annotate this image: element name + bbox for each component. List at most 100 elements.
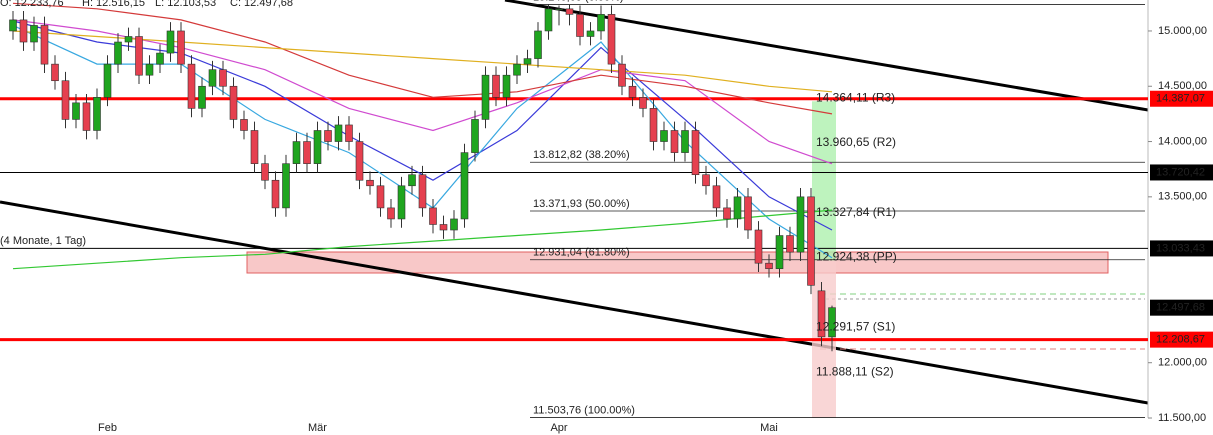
candle-body (628, 85, 637, 98)
candle-body (775, 235, 784, 270)
candle-body (145, 63, 154, 76)
candle-body (114, 41, 122, 65)
candle-body (313, 130, 322, 164)
candle-body (660, 130, 668, 142)
pivot-label: 13.327,84 (R1) (816, 205, 896, 219)
candle-body (786, 235, 794, 253)
candle-body (166, 30, 175, 54)
candle-body (250, 130, 259, 164)
pivot-label: 12.924,38 (PP) (816, 250, 897, 264)
candle-body (271, 179, 280, 209)
candle-body (681, 130, 689, 153)
candle-body (523, 58, 532, 65)
candle-body (670, 130, 679, 153)
candle-body (639, 97, 647, 109)
candle-body (19, 19, 28, 43)
candle-body (376, 185, 385, 209)
candle-body (544, 8, 553, 32)
candle-body (597, 14, 605, 32)
fib-label: 12.931,04 (61.80%) (533, 247, 630, 259)
candle-body (124, 36, 133, 43)
pivot-label: 11.888,11 (S2) (816, 364, 894, 378)
candle-body (754, 229, 763, 264)
candle-body (418, 174, 427, 209)
candle-body (135, 36, 143, 76)
candle-body (261, 163, 269, 181)
candle-body (9, 19, 17, 32)
price-tag-label: 12.208,67 (1156, 334, 1205, 346)
candle-body (40, 25, 49, 65)
candle-body (177, 30, 185, 65)
y-tick-label: 11.500,00 (1158, 412, 1206, 424)
candle-body (408, 174, 416, 187)
moving-average (12, 30, 833, 93)
candle-body (502, 74, 511, 98)
candle-body (492, 74, 500, 98)
price-tag-label: 14.387,07 (1156, 93, 1205, 105)
y-tick-label: 15.000,00 (1158, 25, 1207, 37)
moving-average (12, 20, 833, 231)
fib-label: 13.371,93 (50.00%) (533, 198, 630, 210)
y-tick-label: 14.500,00 (1158, 80, 1207, 92)
candle-body (324, 130, 332, 142)
candle-body (565, 8, 574, 15)
price-tag (1150, 299, 1213, 316)
candle-body (198, 85, 206, 109)
candle-body (796, 196, 805, 253)
header-high: H: 12.516,15 (82, 0, 145, 9)
moving-average (12, 19, 833, 165)
pivot-label: 14.364,11 (R3) (816, 90, 895, 104)
candle-body (555, 8, 563, 11)
candle-body (807, 196, 815, 286)
candle-body (733, 196, 742, 220)
candle-body (460, 152, 469, 220)
candle-body (691, 130, 700, 176)
candle-body (513, 63, 521, 76)
candle-body (103, 63, 112, 98)
candle-body (156, 52, 164, 65)
y-tick-label: 14.000,00 (1158, 135, 1207, 147)
candle-body (534, 30, 542, 59)
candle-body (303, 141, 311, 164)
moving-average (12, 209, 833, 270)
fib-label: 11.503,76 (100.00%) (533, 404, 635, 416)
y-tick-label: 12.000,00 (1158, 357, 1207, 369)
candle-body (219, 69, 227, 87)
candle-body (471, 119, 479, 153)
candle-body (765, 262, 773, 270)
candle-body (744, 196, 752, 231)
price-tag (1150, 240, 1213, 257)
candle-body (481, 74, 490, 120)
candle-body (618, 63, 626, 87)
candle-body (450, 218, 458, 231)
moving-average (12, 2, 833, 115)
candle-body (712, 185, 721, 209)
price-tag-label: 13.033,43 (1156, 242, 1205, 254)
x-tick-label: Mär (308, 422, 327, 434)
candle-body (30, 25, 38, 43)
candle-body (72, 102, 80, 120)
candle-body (282, 163, 290, 209)
candle-body (93, 97, 101, 131)
candle-body (208, 69, 217, 87)
candle-body (187, 63, 196, 109)
candle-body (828, 307, 836, 338)
candle-body (345, 124, 353, 142)
candle-body (397, 185, 406, 220)
price-tag (1150, 331, 1213, 348)
pivot-shade (812, 101, 836, 261)
pivot-label: 13.960,65 (R2) (816, 135, 896, 149)
candle-body (429, 207, 437, 225)
fib-label: 15.240,09 (0.00%) (533, 0, 624, 3)
candle-body (439, 224, 448, 231)
candle-body (817, 290, 826, 338)
trend-line (0, 200, 1149, 405)
header-low: L: 12.103,53 (155, 0, 216, 9)
x-tick-label: Feb (98, 422, 117, 434)
x-tick-label: Mai (760, 422, 778, 434)
candle-body (82, 102, 91, 131)
candle-body (576, 14, 584, 37)
candle-body (240, 119, 248, 131)
